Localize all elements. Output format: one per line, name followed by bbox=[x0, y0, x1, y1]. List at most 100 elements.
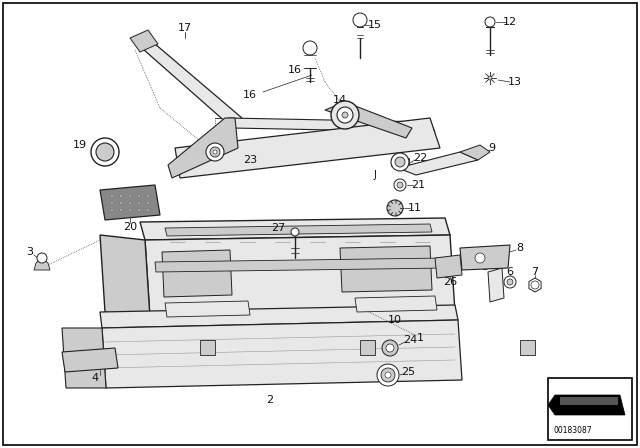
Circle shape bbox=[111, 202, 113, 204]
Circle shape bbox=[391, 153, 409, 171]
Polygon shape bbox=[325, 102, 412, 138]
Polygon shape bbox=[488, 268, 504, 302]
Circle shape bbox=[213, 150, 217, 154]
Polygon shape bbox=[168, 118, 238, 178]
Text: 13: 13 bbox=[508, 77, 522, 87]
Polygon shape bbox=[165, 224, 432, 236]
Circle shape bbox=[507, 279, 513, 285]
Polygon shape bbox=[130, 30, 158, 52]
Polygon shape bbox=[340, 246, 432, 292]
Circle shape bbox=[531, 281, 539, 289]
Circle shape bbox=[129, 208, 131, 211]
Circle shape bbox=[386, 344, 394, 352]
Circle shape bbox=[342, 112, 348, 118]
Circle shape bbox=[331, 101, 359, 129]
Circle shape bbox=[385, 372, 391, 378]
Text: 6: 6 bbox=[506, 267, 513, 277]
Text: 17: 17 bbox=[178, 23, 192, 33]
Circle shape bbox=[397, 182, 403, 188]
Polygon shape bbox=[145, 235, 455, 318]
Text: 21: 21 bbox=[411, 180, 425, 190]
Text: 12: 12 bbox=[503, 17, 517, 27]
Polygon shape bbox=[100, 305, 458, 328]
Bar bbox=[548, 378, 632, 440]
Circle shape bbox=[96, 143, 114, 161]
Circle shape bbox=[37, 253, 47, 263]
Text: 5: 5 bbox=[481, 262, 488, 272]
Text: 16: 16 bbox=[288, 65, 302, 75]
Circle shape bbox=[291, 228, 299, 236]
Polygon shape bbox=[460, 145, 490, 160]
Polygon shape bbox=[355, 296, 437, 312]
Text: 2: 2 bbox=[266, 395, 273, 405]
Text: 3: 3 bbox=[26, 247, 33, 257]
Circle shape bbox=[210, 147, 220, 157]
Circle shape bbox=[111, 194, 113, 198]
Polygon shape bbox=[34, 258, 50, 270]
Circle shape bbox=[91, 138, 119, 166]
Polygon shape bbox=[520, 340, 535, 355]
Text: 1: 1 bbox=[417, 333, 424, 343]
Circle shape bbox=[120, 202, 122, 204]
Polygon shape bbox=[100, 185, 160, 220]
Text: 27: 27 bbox=[271, 223, 285, 233]
Polygon shape bbox=[228, 118, 435, 132]
Text: 7: 7 bbox=[531, 267, 539, 277]
Polygon shape bbox=[100, 235, 150, 318]
Polygon shape bbox=[102, 320, 462, 388]
Circle shape bbox=[129, 194, 131, 198]
Polygon shape bbox=[175, 118, 440, 178]
Text: 8: 8 bbox=[516, 243, 524, 253]
Polygon shape bbox=[360, 340, 375, 355]
Text: 26: 26 bbox=[443, 277, 457, 287]
Circle shape bbox=[120, 194, 122, 198]
Circle shape bbox=[382, 340, 398, 356]
Circle shape bbox=[387, 200, 403, 216]
Polygon shape bbox=[560, 397, 618, 405]
Text: 22: 22 bbox=[413, 153, 427, 163]
Circle shape bbox=[488, 76, 492, 80]
Text: 19: 19 bbox=[73, 140, 87, 150]
Circle shape bbox=[394, 179, 406, 191]
Text: 23: 23 bbox=[243, 155, 257, 165]
Polygon shape bbox=[62, 348, 118, 372]
Polygon shape bbox=[200, 340, 215, 355]
Circle shape bbox=[138, 202, 141, 204]
Circle shape bbox=[147, 194, 150, 198]
Circle shape bbox=[377, 364, 399, 386]
Circle shape bbox=[111, 208, 113, 211]
Text: 25: 25 bbox=[401, 367, 415, 377]
Polygon shape bbox=[529, 278, 541, 292]
Polygon shape bbox=[135, 38, 242, 124]
Circle shape bbox=[138, 208, 141, 211]
Circle shape bbox=[395, 157, 405, 167]
Polygon shape bbox=[398, 152, 478, 175]
Polygon shape bbox=[435, 255, 462, 278]
Text: J: J bbox=[374, 170, 376, 180]
Circle shape bbox=[381, 368, 395, 382]
Text: 24: 24 bbox=[403, 335, 417, 345]
Circle shape bbox=[353, 13, 367, 27]
Circle shape bbox=[147, 202, 150, 204]
Text: 00183087: 00183087 bbox=[553, 426, 591, 435]
Polygon shape bbox=[140, 218, 450, 240]
Text: 10: 10 bbox=[388, 315, 402, 325]
Text: 16: 16 bbox=[243, 90, 257, 100]
Polygon shape bbox=[162, 250, 232, 297]
Circle shape bbox=[475, 253, 485, 263]
Circle shape bbox=[303, 41, 317, 55]
Circle shape bbox=[206, 143, 224, 161]
Text: 20: 20 bbox=[123, 222, 137, 232]
Circle shape bbox=[337, 107, 353, 123]
Bar bbox=[391, 158, 409, 166]
Text: 14: 14 bbox=[333, 95, 347, 105]
Polygon shape bbox=[460, 245, 510, 270]
Polygon shape bbox=[548, 395, 625, 415]
Circle shape bbox=[129, 202, 131, 204]
Text: 11: 11 bbox=[408, 203, 422, 213]
Text: 9: 9 bbox=[488, 143, 495, 153]
Circle shape bbox=[485, 17, 495, 27]
Text: 4: 4 bbox=[92, 373, 99, 383]
Text: 18: 18 bbox=[195, 147, 209, 157]
Polygon shape bbox=[165, 301, 250, 317]
